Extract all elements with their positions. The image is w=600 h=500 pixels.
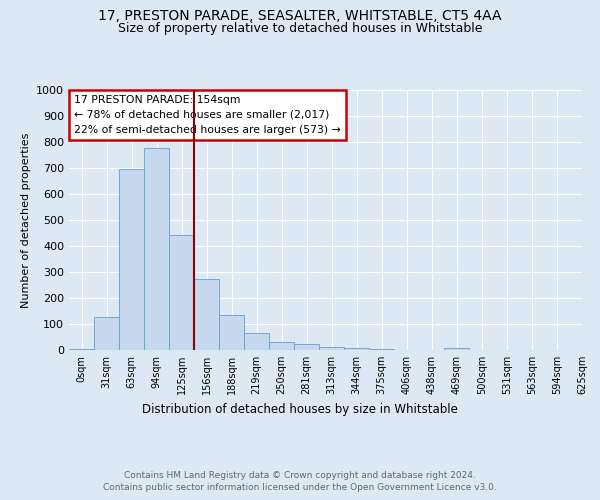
Bar: [369, 348, 394, 350]
Text: Size of property relative to detached houses in Whitstable: Size of property relative to detached ho…: [118, 22, 482, 35]
Bar: [144, 148, 169, 350]
Bar: [294, 344, 319, 350]
Bar: [169, 235, 194, 350]
Bar: [119, 169, 144, 350]
Bar: [319, 346, 344, 350]
Text: Contains HM Land Registry data © Crown copyright and database right 2024.: Contains HM Land Registry data © Crown c…: [124, 471, 476, 480]
Bar: [445, 348, 469, 350]
Bar: [194, 280, 219, 350]
Bar: [269, 342, 294, 350]
Text: 17, PRESTON PARADE, SEASALTER, WHITSTABLE, CT5 4AA: 17, PRESTON PARADE, SEASALTER, WHITSTABL…: [98, 9, 502, 23]
Text: Contains public sector information licensed under the Open Government Licence v3: Contains public sector information licen…: [103, 484, 497, 492]
Text: 17 PRESTON PARADE: 154sqm
← 78% of detached houses are smaller (2,017)
22% of se: 17 PRESTON PARADE: 154sqm ← 78% of detac…: [74, 95, 341, 135]
Bar: [344, 348, 369, 350]
Bar: [94, 317, 119, 350]
Bar: [244, 333, 269, 350]
Bar: [219, 315, 244, 350]
Text: Distribution of detached houses by size in Whitstable: Distribution of detached houses by size …: [142, 402, 458, 415]
Y-axis label: Number of detached properties: Number of detached properties: [20, 132, 31, 308]
